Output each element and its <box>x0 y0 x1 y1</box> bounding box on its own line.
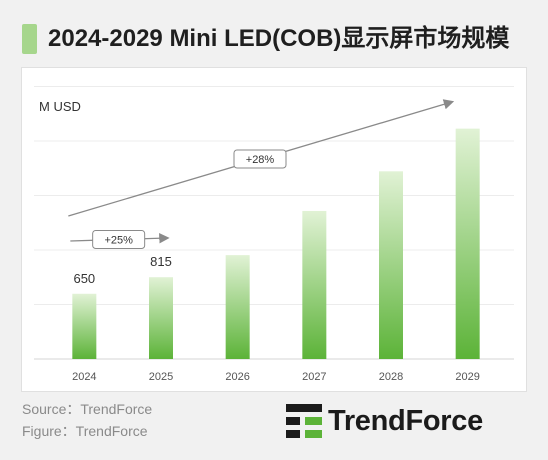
bar-2024 <box>72 293 97 359</box>
brand-name: TrendForce <box>328 404 483 437</box>
growth-2025-label: +25% <box>104 235 133 247</box>
growth-2029-box <box>233 149 287 169</box>
x-tick-label: 2024 <box>72 371 96 383</box>
bar-2026 <box>225 255 250 359</box>
y-axis-label: M USD <box>39 99 81 114</box>
trendforce-logo-icon <box>286 404 322 438</box>
bar-2025 <box>149 277 173 359</box>
chart-card: M USD 2024 650 2025 815 2026 2027 2028 2029 +25% +… <box>21 67 527 392</box>
growth-2029-label: +28% <box>246 154 275 166</box>
data-label: 815 <box>150 254 172 269</box>
figure-note: Figure：TrendForce <box>22 423 148 439</box>
x-tick-label: 2026 <box>225 371 249 383</box>
data-label: 650 <box>73 271 95 286</box>
chart-title: 2024-2029 Mini LED(COB)显示屏市场规模 <box>48 25 510 52</box>
bar-chart: M USD 2024 650 2025 815 2026 2027 2028 2029 +25% +… <box>34 86 514 383</box>
x-tick-label: 2028 <box>379 371 403 383</box>
bar-2028 <box>379 171 403 359</box>
bar-2029 <box>455 128 480 359</box>
trendforce-logo: TrendForce <box>286 404 483 438</box>
x-tick-label: 2025 <box>149 371 173 383</box>
title-accent-bar <box>22 24 37 54</box>
growth-2025-box <box>92 230 146 249</box>
bar-2027 <box>302 210 327 359</box>
x-tick-label: 2029 <box>455 371 479 383</box>
x-tick-label: 2027 <box>302 371 326 383</box>
source-note: Source：TrendForce <box>22 401 153 417</box>
